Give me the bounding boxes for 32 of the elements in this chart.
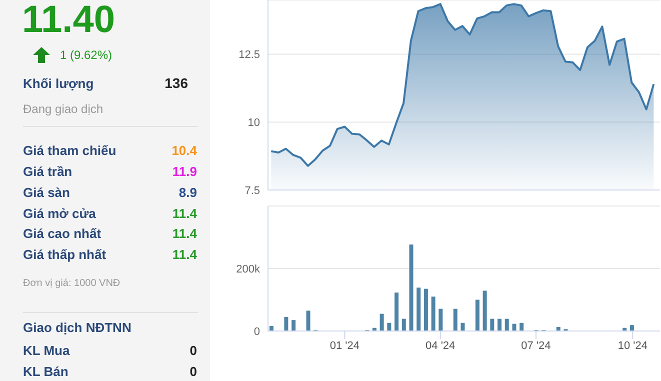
text: KL Bán xyxy=(23,364,68,380)
text: Giá trần xyxy=(23,164,72,180)
text: Khối lượng xyxy=(23,76,94,92)
text: 11.40 xyxy=(22,0,115,42)
text: Giá sàn xyxy=(23,185,70,201)
text: Giá tham chiếu xyxy=(23,143,116,159)
text: KL Mua xyxy=(23,343,70,359)
text: Đang giao dịch xyxy=(23,101,104,117)
y-tick-label: 7.5 xyxy=(244,184,260,197)
x-tick-label: 07 '24 xyxy=(521,340,551,352)
text: 0 xyxy=(190,364,197,380)
y-tick-label: 10 xyxy=(248,117,260,130)
text: 0 xyxy=(190,343,197,359)
text: 11.4 xyxy=(172,226,197,242)
text: 11.4 xyxy=(172,206,197,222)
text: 10.4 xyxy=(172,143,197,159)
text: 1 (9.62%) xyxy=(60,47,112,63)
text: 11.4 xyxy=(172,247,197,263)
text: Giá cao nhất xyxy=(23,226,102,242)
text: 11.9 xyxy=(172,164,197,180)
text: Giá mở cửa xyxy=(23,206,96,222)
x-tick-label: 01 '24 xyxy=(330,340,360,352)
y-tick-label: 12.5 xyxy=(238,49,260,62)
y-tick-label: 200k xyxy=(236,263,260,276)
y-tick-label: 0 xyxy=(254,326,260,338)
text: Giao dịch NĐTNN xyxy=(23,320,132,336)
text: 8.9 xyxy=(178,185,197,201)
text: Đơn vị giá: 1000 VNĐ xyxy=(23,277,120,291)
x-tick-label: 04 '24 xyxy=(426,340,456,352)
text: Giá thấp nhất xyxy=(23,247,106,263)
text: 136 xyxy=(164,75,188,91)
x-tick-label: 10 '24 xyxy=(618,340,648,352)
